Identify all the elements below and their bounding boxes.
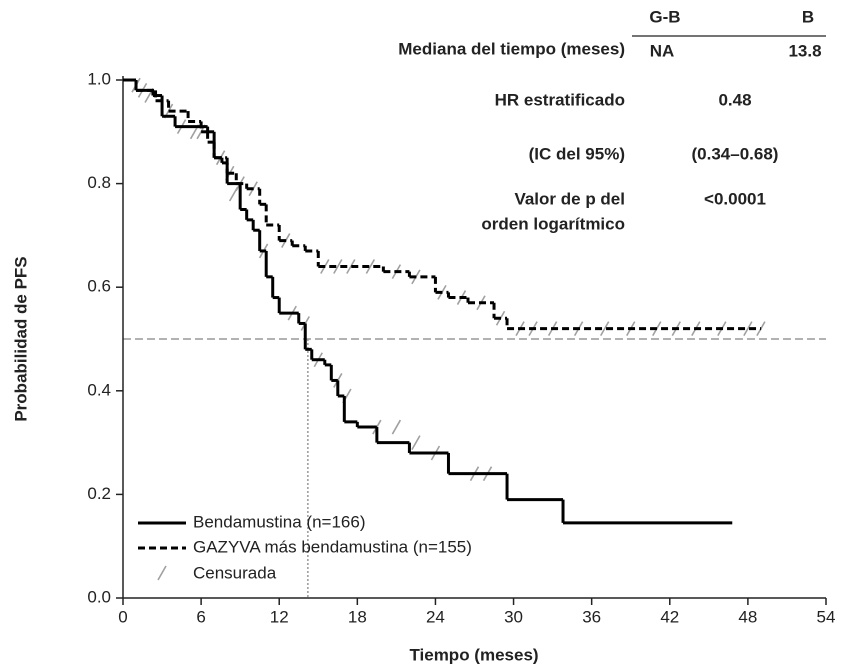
censor-mark xyxy=(411,435,421,450)
censor-mark xyxy=(333,259,343,274)
x-axis-title: Tiempo (meses) xyxy=(409,645,538,664)
cell: 13.8 xyxy=(788,41,821,60)
y-tick-label: 0.8 xyxy=(87,173,111,192)
x-tick-label: 30 xyxy=(504,607,523,626)
censor-mark xyxy=(743,321,753,337)
cell: (0.34–0.68) xyxy=(692,144,779,163)
cell: <0.0001 xyxy=(704,189,766,208)
row-label: (IC del 95%) xyxy=(529,144,625,163)
x-tick-label: 24 xyxy=(426,607,445,626)
censor-mark xyxy=(365,259,376,274)
row-label: Valor de p del xyxy=(514,189,625,208)
censor-mark xyxy=(599,321,610,337)
row-label: orden logarítmico xyxy=(481,214,625,233)
y-tick-label: 1.0 xyxy=(87,69,111,88)
row-label: Mediana del tiempo (meses) xyxy=(398,39,625,58)
column-header: G-B xyxy=(649,7,680,26)
legend-label: Censurada xyxy=(193,563,277,582)
x-tick-label: 18 xyxy=(348,607,367,626)
y-tick-label: 0.2 xyxy=(87,484,111,503)
y-tick-label: 0.4 xyxy=(87,380,111,399)
x-tick-label: 6 xyxy=(196,607,205,626)
legend-label: Bendamustina (n=166) xyxy=(193,512,365,531)
y-tick-label: 0.6 xyxy=(87,277,111,296)
censor-mark xyxy=(346,259,356,274)
x-tick-label: 36 xyxy=(582,607,601,626)
legend-swatch xyxy=(157,565,167,581)
row-label: HR estratificado xyxy=(495,90,625,109)
x-tick-label: 48 xyxy=(738,607,757,626)
cell: NA xyxy=(650,41,675,60)
stats-table: G-B B Mediana del tiempo (meses) NA 13.8… xyxy=(398,7,826,233)
cell: 0.48 xyxy=(718,90,751,109)
y-tick-label: 0.0 xyxy=(87,587,111,606)
censor-mark xyxy=(391,419,402,435)
censor-mark xyxy=(228,186,239,202)
legend-label: GAZYVA más bendamustina (n=155) xyxy=(193,537,472,556)
x-tick-label: 54 xyxy=(817,607,836,626)
x-tick-label: 0 xyxy=(118,607,127,626)
column-header: B xyxy=(802,7,814,26)
x-tick-label: 42 xyxy=(660,607,679,626)
y-axis-title: Probabilidad de PFS xyxy=(11,256,30,421)
x-tick-label: 12 xyxy=(270,607,289,626)
